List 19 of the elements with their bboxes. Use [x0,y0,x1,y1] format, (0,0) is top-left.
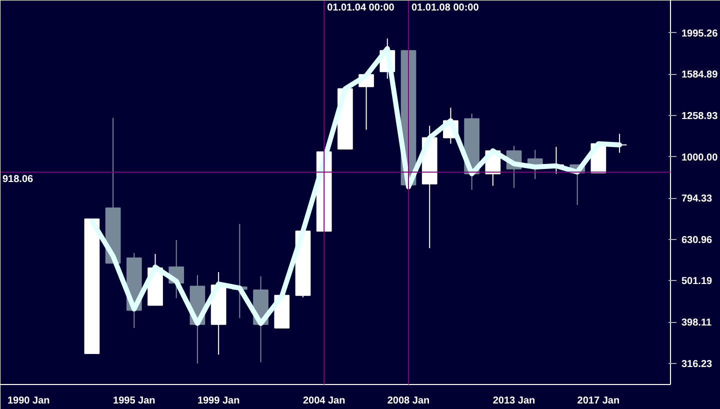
y-tick-label: 1995.26 [682,28,718,40]
y-tick-label: 1258.93 [682,111,718,122]
y-tick-label: 316.23 [682,358,713,370]
ref-line-label: 918.06 [2,174,34,186]
y-tick-label: 1584.89 [682,70,718,81]
y-tick-label: 794.33 [682,194,713,205]
y-tick-label: 630.96 [682,234,713,246]
ref-line-label: 01.01.04 00:00 [327,2,395,14]
x-tick-label: 2008 Jan [387,396,430,406]
ref-line-label: 01.01.08 00:00 [411,2,480,14]
x-tick-label: 2013 Jan [492,396,536,406]
y-tick-label: 398.11 [682,318,712,329]
x-tick-label: 2004 Jan [302,396,346,406]
x-tick-label: 1990 Jan [8,396,50,406]
y-tick-label: 1000.00 [682,152,718,164]
x-tick-label: 2017 Jan [577,396,620,406]
x-tick-label: 1995 Jan [113,396,156,406]
y-tick-label: 501.19 [682,276,713,288]
x-tick-label: 1999 Jan [197,396,240,406]
